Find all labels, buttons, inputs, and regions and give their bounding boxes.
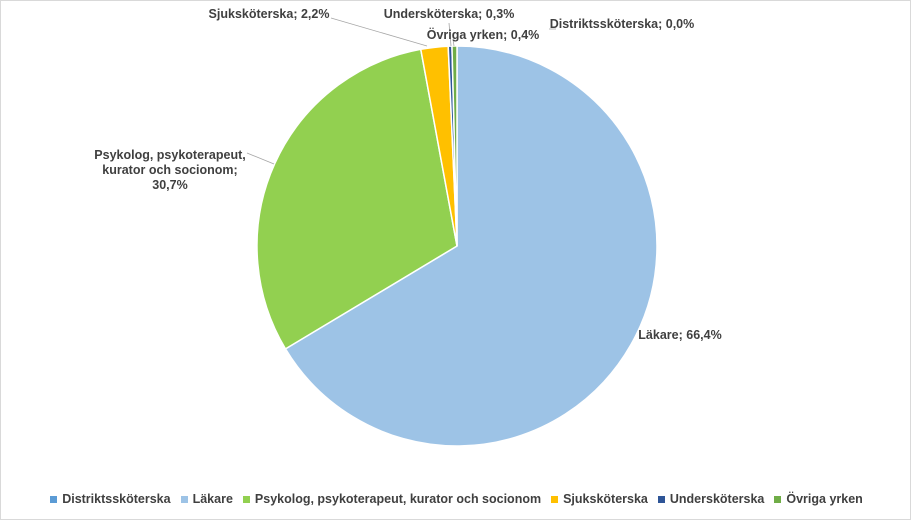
data-label-lakare: Läkare; 66,4%: [638, 328, 721, 342]
pie-slice-ovriga-yrken: [451, 45, 458, 247]
data-labels: Distriktssköterska; 0,0% Läkare; 66,4% Psy…: [94, 7, 721, 342]
pie-slice-psykolog-psykoterapeut-kurator-och-socionom: [256, 48, 458, 350]
legend-item-ovriga-yrken: Övriga yrken: [774, 492, 863, 506]
leader-lines: [246, 17, 556, 165]
legend-swatch: [242, 495, 250, 503]
legend-item-psykolog-psykoterapeut-kurator-och-socionom: Psykolog, psykoterapeut, kurator och soc…: [242, 492, 542, 506]
pie-slices: [256, 45, 658, 447]
legend-label: Läkare: [192, 492, 233, 506]
data-label-distriktsskoterska: Distriktssköterska; 0,0%: [550, 17, 695, 31]
leader-line-sjukskoterska: [330, 17, 428, 47]
legend-label: Distriktssköterska: [62, 492, 171, 506]
legend-label: Psykolog, psykoterapeut, kurator och soc…: [254, 492, 542, 506]
leader-line-psykolog-psykoterapeut-kurator-och-socionom: [246, 152, 275, 165]
leader-line-ovriga-yrken: [452, 38, 455, 47]
legend-item-lakare: Läkare: [180, 492, 233, 506]
legend-label: Undersköterska: [669, 492, 765, 506]
legend-swatch: [50, 495, 58, 503]
legend-label: Sjuksköterska: [563, 492, 648, 506]
data-label-underskoterska: Undersköterska; 0,3%: [384, 7, 515, 21]
legend-swatch: [551, 495, 559, 503]
legend-item-underskoterska: Undersköterska: [657, 492, 765, 506]
legend: Distriktssköterska Läkare Psykolog, psykot…: [1, 492, 911, 506]
legend-swatch: [774, 495, 782, 503]
pie-slice-lakare: [284, 45, 658, 447]
data-label-ovriga-yrken: Övriga yrken; 0,4%: [427, 27, 540, 42]
legend-swatch: [180, 495, 188, 503]
legend-label: Övriga yrken: [786, 492, 863, 506]
legend-item-distriktsskoterska: Distriktssköterska: [50, 492, 171, 506]
leader-line-underskoterska: [448, 22, 452, 47]
legend-item-sjukskoterska: Sjuksköterska: [551, 492, 648, 506]
data-label-sjukskoterska: Sjuksköterska; 2,2%: [209, 7, 330, 21]
data-label-psykolog-psykoterapeut-kurator-och-socionom: Psykolog, psykoterapeut, kurator och soci…: [94, 148, 245, 192]
legend-swatch: [657, 495, 665, 503]
